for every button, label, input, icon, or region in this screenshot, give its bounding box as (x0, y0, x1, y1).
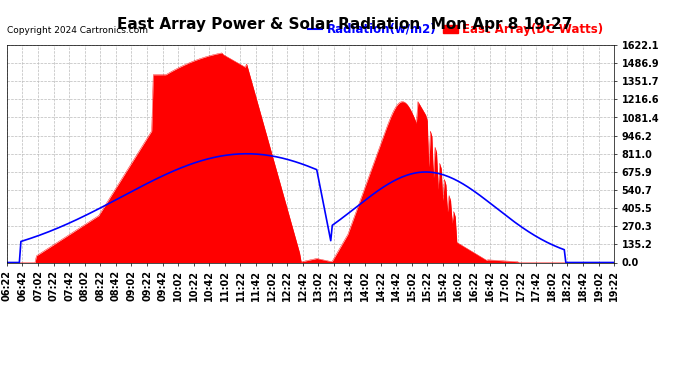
Legend: Radiation(w/m2), East Array(DC Watts): Radiation(w/m2), East Array(DC Watts) (303, 18, 608, 41)
Text: East Array Power & Solar Radiation  Mon Apr 8 19:27: East Array Power & Solar Radiation Mon A… (117, 17, 573, 32)
Text: Copyright 2024 Cartronics.com: Copyright 2024 Cartronics.com (7, 26, 148, 35)
